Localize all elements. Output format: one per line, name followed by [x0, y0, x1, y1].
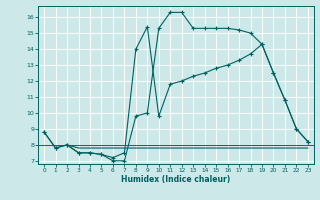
X-axis label: Humidex (Indice chaleur): Humidex (Indice chaleur): [121, 175, 231, 184]
